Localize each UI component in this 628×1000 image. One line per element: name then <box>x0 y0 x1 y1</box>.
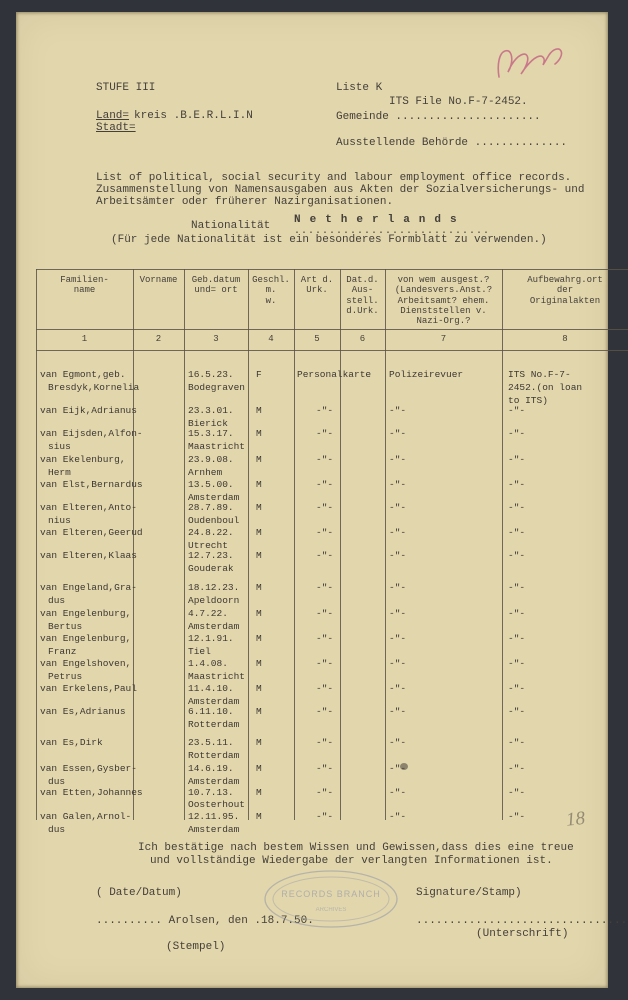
svg-text:RECORDS BRANCH: RECORDS BRANCH <box>281 889 381 899</box>
svg-text:ARCHIVES: ARCHIVES <box>316 907 347 913</box>
svg-text:18: 18 <box>565 808 587 831</box>
